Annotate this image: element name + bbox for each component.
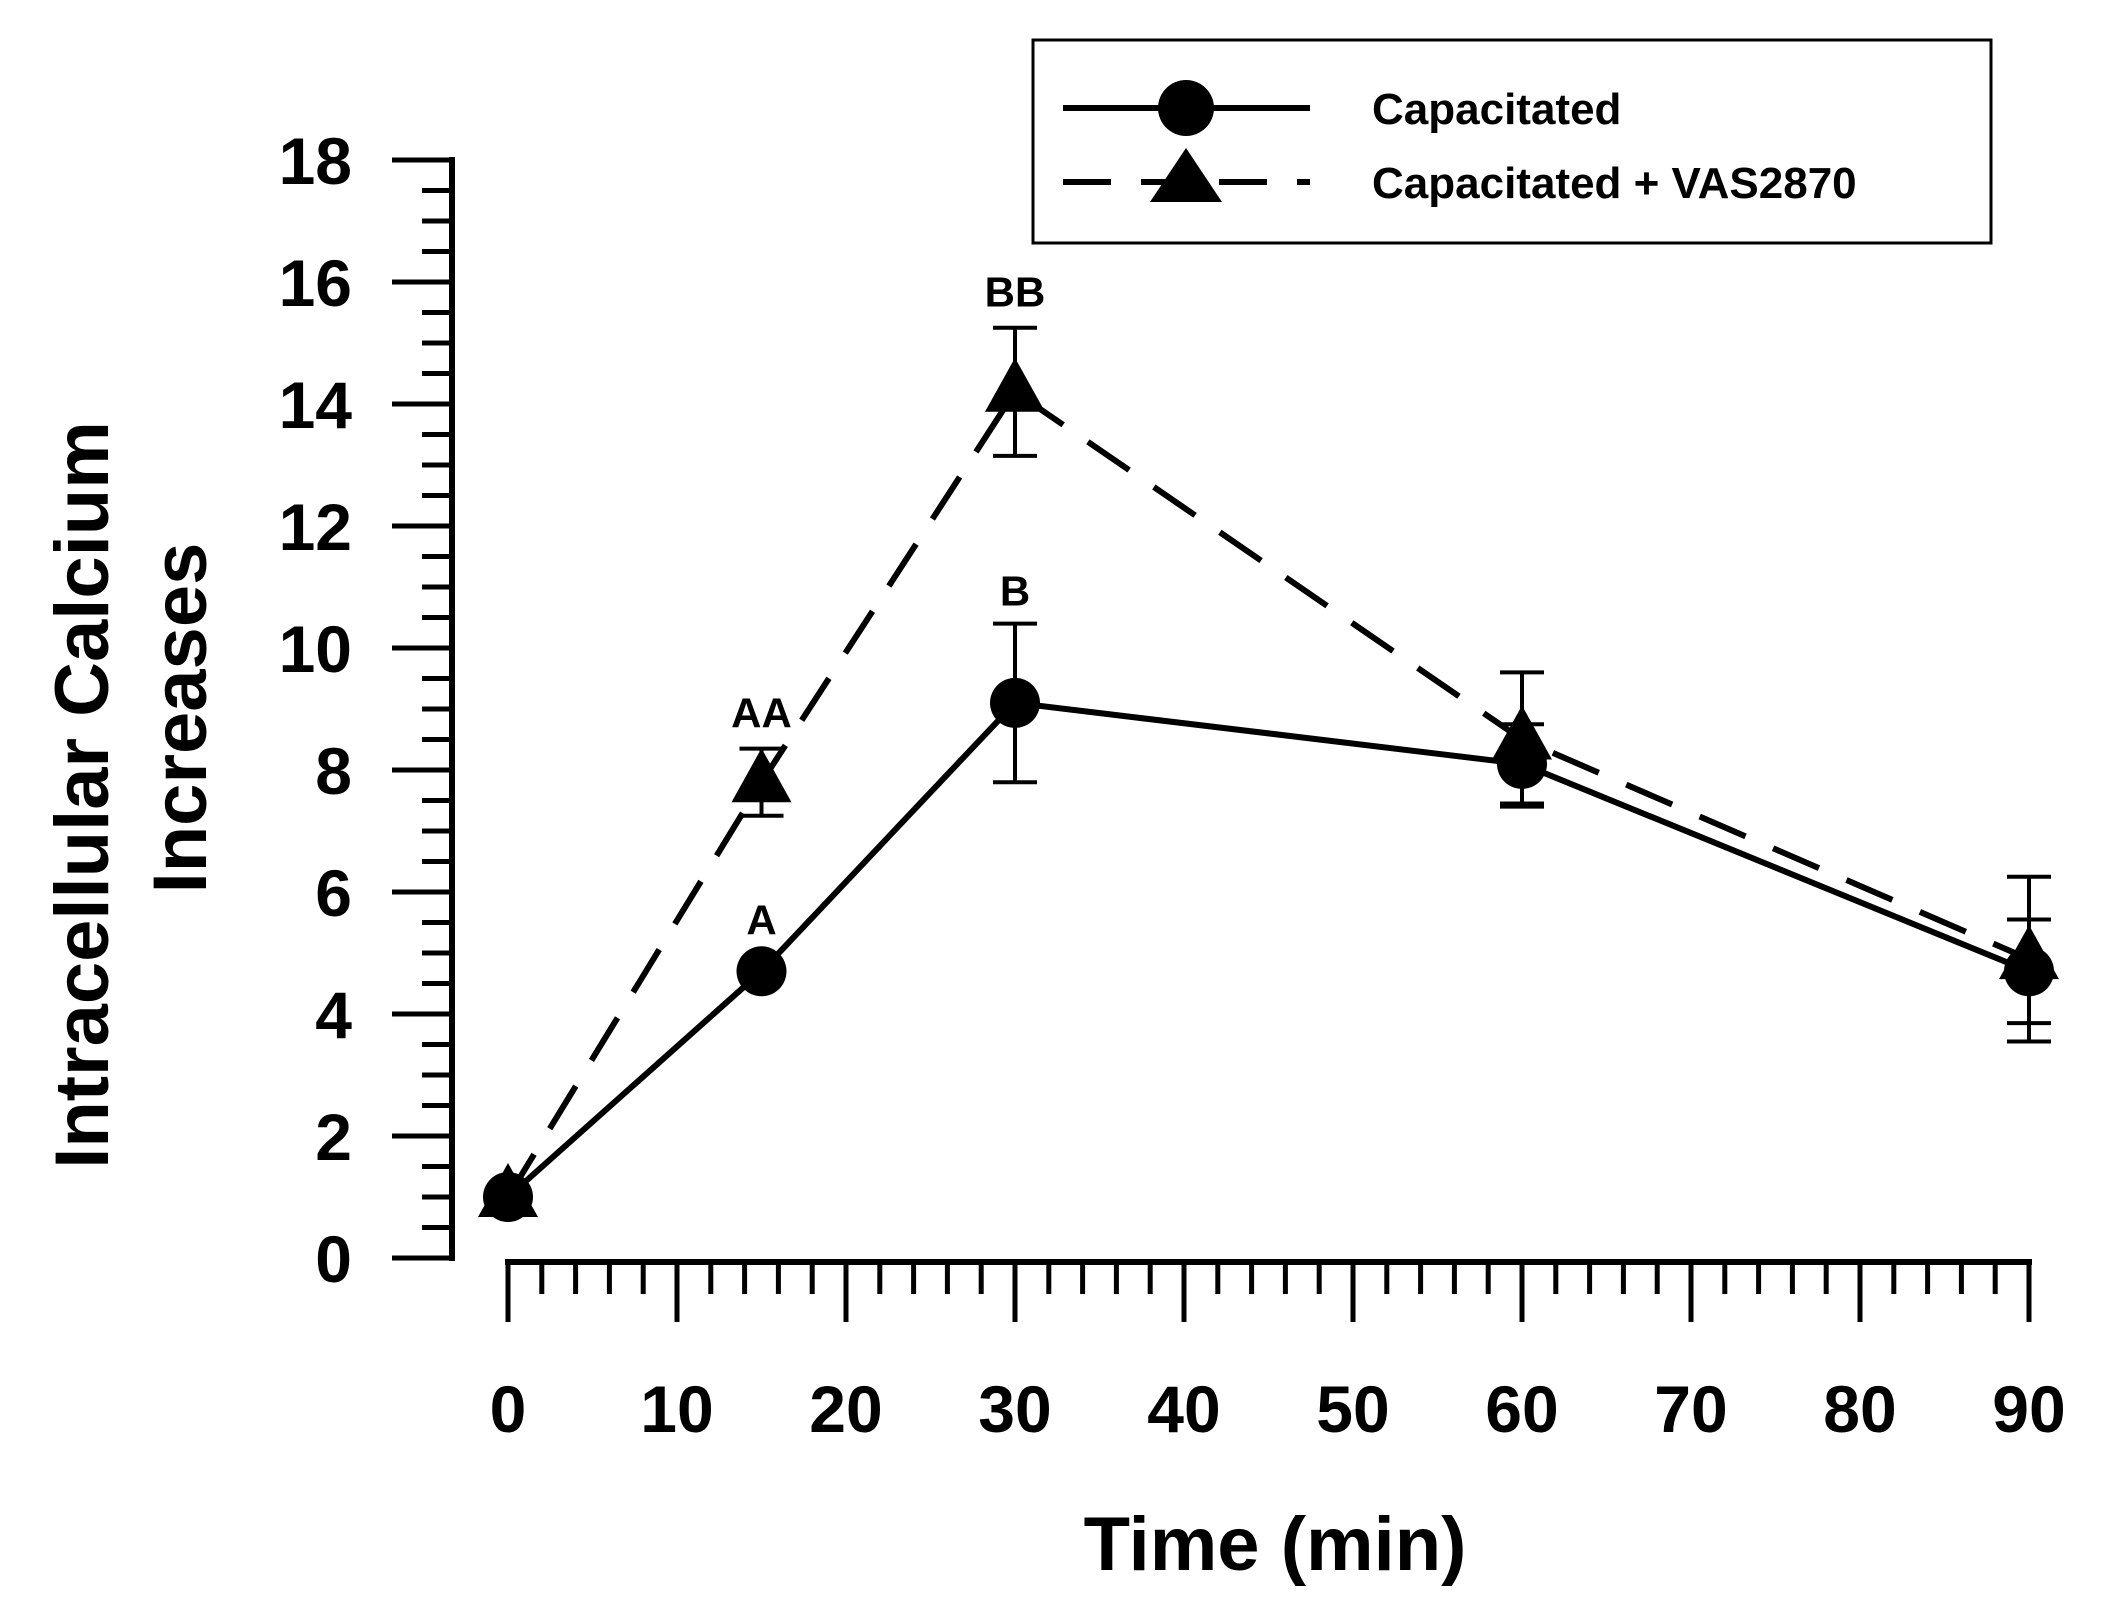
significance-label: A (746, 897, 776, 944)
x-axis-title: Time (min) (1084, 1502, 1467, 1587)
y-axis-title: Intracellular Calcium Increases (40, 421, 223, 1169)
legend-box (1031, 38, 1993, 245)
legend-marker-circle (1158, 80, 1214, 136)
y-tick-label: 6 (315, 856, 352, 930)
y-tick-label: 0 (315, 1222, 352, 1296)
y-tick-label: 14 (279, 368, 353, 442)
data-point-triangle (985, 357, 1045, 412)
series-line (506, 699, 2031, 1200)
y-axis-title-line-1: Intracellular Calcium (40, 421, 125, 1169)
y-tick-label: 10 (279, 612, 352, 686)
axes: 0 2 4 6 8 10 12 14 16 18 0 10 20 30 40 50 60 70 80 90 (279, 124, 2066, 1446)
x-tick-label: 10 (640, 1372, 713, 1446)
significance-label: AA (731, 689, 792, 736)
series-layer (478, 325, 2059, 1222)
x-tick-label: 70 (1654, 1372, 1727, 1446)
y-tick-label: 12 (279, 490, 352, 564)
y-axis-ticks: 0 2 4 6 8 10 12 14 16 18 (279, 124, 452, 1296)
series-capacitated (483, 621, 2054, 1222)
data-point-circle (1497, 738, 1547, 789)
data-point-circle (990, 677, 1040, 728)
y-tick-label: 16 (279, 246, 352, 320)
data-point-circle (2004, 946, 2054, 997)
data-point-circle (736, 946, 787, 997)
x-tick-label: 20 (809, 1372, 882, 1446)
x-tick-label: 60 (1485, 1372, 1558, 1446)
series-vas2870 (478, 325, 2059, 1217)
data-point-circle (483, 1172, 533, 1222)
x-tick-label: 90 (1992, 1372, 2065, 1446)
x-tick-label: 40 (1147, 1372, 1220, 1446)
significance-label: B (1000, 567, 1030, 614)
legend-label-vas2870: Capacitated + VAS2870 (1372, 159, 1857, 208)
x-tick-label: 50 (1316, 1372, 1389, 1446)
x-tick-label: 80 (1823, 1372, 1896, 1446)
x-tick-label: 30 (978, 1372, 1051, 1446)
x-axis-ticks: 0 10 20 30 40 50 60 70 80 90 (490, 1262, 2066, 1446)
y-tick-label: 18 (279, 124, 352, 198)
y-axis-title-line-2: Increases (138, 543, 223, 894)
data-point-triangle (731, 748, 792, 803)
series-line (505, 387, 2031, 1199)
legend: Capacitated Capacitated + VAS2870 (1031, 38, 1993, 245)
legend-label-capacitated: Capacitated (1372, 85, 1621, 134)
y-tick-label: 2 (315, 1100, 352, 1174)
significance-label: BB (985, 268, 1046, 315)
y-tick-label: 4 (315, 978, 352, 1052)
x-tick-label: 0 (490, 1372, 527, 1446)
legend-marker-triangle (1150, 148, 1222, 202)
y-tick-label: 8 (315, 734, 352, 808)
